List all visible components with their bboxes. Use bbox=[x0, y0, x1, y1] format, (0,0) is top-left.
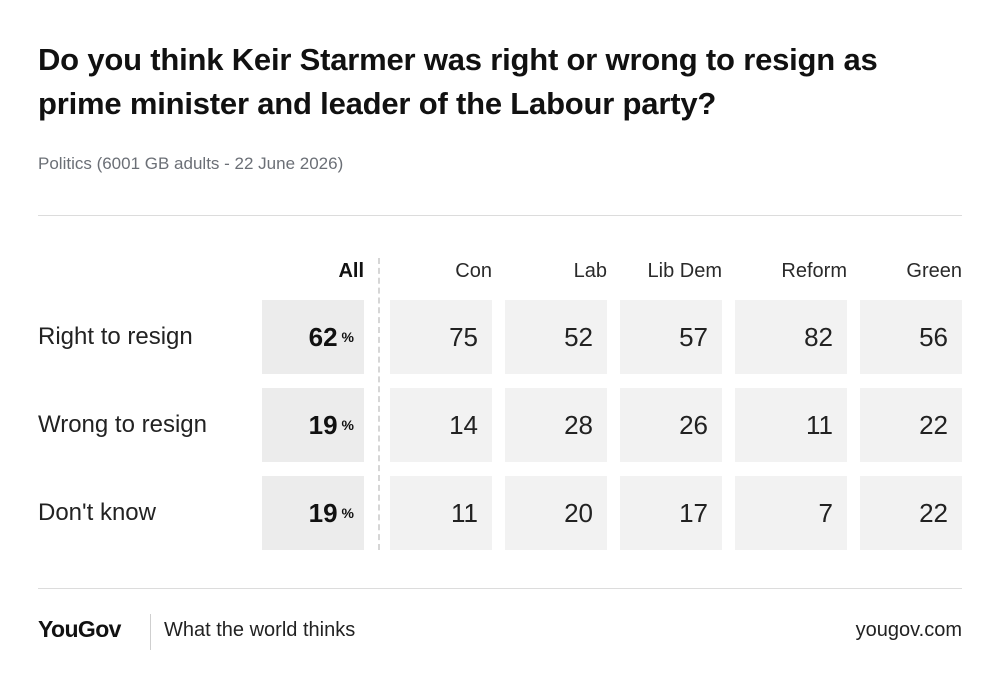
value-cell-green: 56 bbox=[860, 300, 962, 374]
all-column-separator bbox=[378, 258, 380, 550]
value-cell-reform: 11 bbox=[735, 388, 847, 462]
column-header-all: All bbox=[338, 260, 364, 282]
top-divider bbox=[38, 215, 962, 216]
row-label-don-t-know: Don't know bbox=[38, 499, 156, 526]
chart-title: Do you think Keir Starmer was right or w… bbox=[38, 42, 878, 121]
footer-separator bbox=[150, 614, 151, 650]
value-cell-green: 22 bbox=[860, 388, 962, 462]
percent-sign: % bbox=[341, 329, 354, 345]
value-cell-con: 14 bbox=[390, 388, 492, 462]
column-header-green: Green bbox=[906, 260, 962, 282]
all-value: 19 bbox=[308, 498, 338, 528]
value-cell-con: 11 bbox=[390, 476, 492, 550]
all-value-cell: 19% bbox=[262, 476, 364, 550]
column-header-con: Con bbox=[455, 260, 492, 282]
column-header-reform: Reform bbox=[781, 260, 847, 282]
bottom-divider bbox=[38, 588, 962, 589]
value-cell-lib-dem: 57 bbox=[620, 300, 722, 374]
value-cell-lib-dem: 26 bbox=[620, 388, 722, 462]
yougov-logo[interactable]: YouGov bbox=[38, 616, 121, 642]
value-cell-reform: 7 bbox=[735, 476, 847, 550]
row-label-right-to-resign: Right to resign bbox=[38, 323, 193, 350]
all-value: 62 bbox=[308, 322, 338, 352]
footer-url[interactable]: yougov.com bbox=[855, 619, 962, 641]
column-header-lib-dem: Lib Dem bbox=[647, 260, 722, 282]
value-cell-lab: 20 bbox=[505, 476, 607, 550]
all-value-cell: 62% bbox=[262, 300, 364, 374]
value-cell-green: 22 bbox=[860, 476, 962, 550]
percent-sign: % bbox=[341, 505, 354, 521]
row-label-wrong-to-resign: Wrong to resign bbox=[38, 411, 207, 438]
all-value-cell: 19% bbox=[262, 388, 364, 462]
value-cell-lab: 52 bbox=[505, 300, 607, 374]
footer-tagline: What the world thinks bbox=[164, 619, 356, 641]
percent-sign: % bbox=[341, 417, 354, 433]
value-cell-con: 75 bbox=[390, 300, 492, 374]
chart-subtitle: Politics (6001 GB adults - 22 June 2026) bbox=[38, 154, 344, 173]
all-value: 19 bbox=[308, 410, 338, 440]
value-cell-reform: 82 bbox=[735, 300, 847, 374]
value-cell-lab: 28 bbox=[505, 388, 607, 462]
column-header-lab: Lab bbox=[573, 260, 607, 282]
value-cell-lib-dem: 17 bbox=[620, 476, 722, 550]
